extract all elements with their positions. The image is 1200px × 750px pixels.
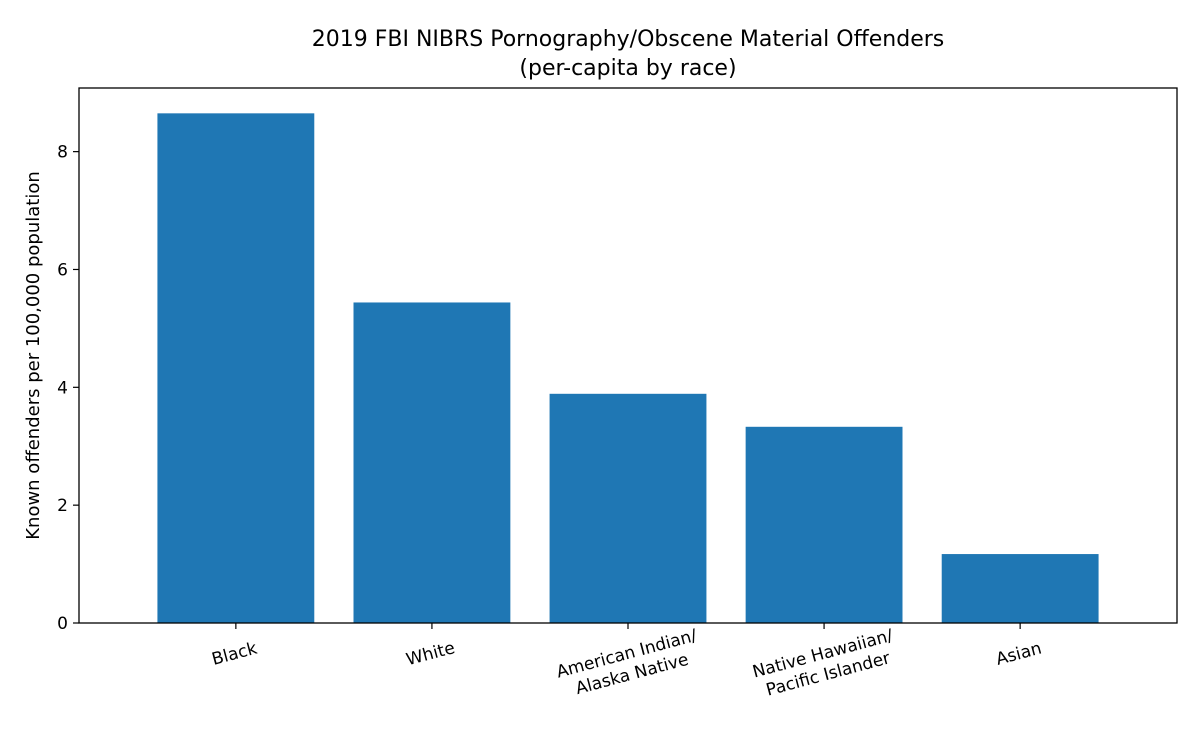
bar-3 — [745, 426, 903, 623]
y-tick-label-3: 6 — [57, 260, 68, 280]
y-tick-label-2: 4 — [57, 378, 68, 398]
bar-2 — [549, 393, 707, 623]
chart-title: 2019 FBI NIBRS Pornography/Obscene Mater… — [312, 27, 945, 52]
chart-subtitle: (per-capita by race) — [519, 56, 736, 81]
x-axis: Black White American Indian/Alaska Native N… — [210, 623, 1044, 703]
x-tick-label-3: Native Hawaiian/Pacific Islander — [750, 626, 900, 703]
x-tick-label-line: Black — [210, 639, 260, 670]
bars-group — [157, 113, 1099, 623]
y-tick-label-1: 2 — [57, 496, 68, 516]
x-tick-label-4: Asian — [994, 639, 1044, 670]
y-tick-label-4: 8 — [57, 143, 68, 163]
bar-0 — [157, 113, 315, 623]
x-tick-label-line: White — [404, 638, 457, 670]
bar-4 — [941, 554, 1099, 623]
y-axis-label: Known offenders per 100,000 population — [23, 171, 44, 540]
y-axis: 0 2 4 6 8 — [57, 143, 79, 634]
x-tick-label-0: Black — [210, 639, 260, 670]
x-tick-label-line: Asian — [994, 639, 1044, 670]
x-tick-label-1: White — [404, 638, 457, 670]
plot-frame — [78, 87, 1178, 624]
bar-1 — [353, 302, 511, 623]
x-tick-label-2: American Indian/Alaska Native — [554, 626, 704, 703]
y-tick-label-0: 0 — [57, 614, 68, 634]
